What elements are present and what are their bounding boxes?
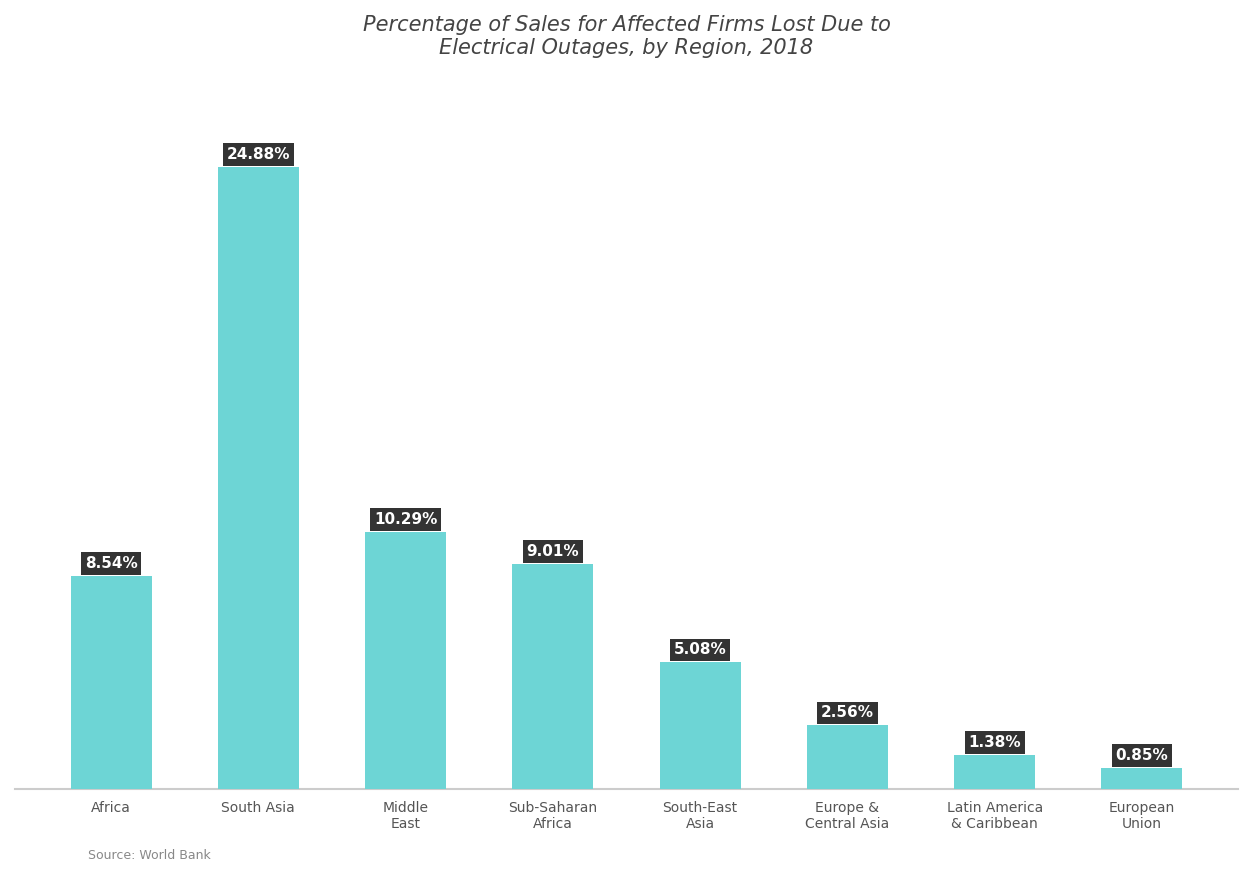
Title: Percentage of Sales for Affected Firms Lost Due to
Electrical Outages, by Region: Percentage of Sales for Affected Firms L… (362, 15, 891, 58)
Text: 10.29%: 10.29% (373, 512, 437, 527)
Bar (659, 663, 741, 789)
Text: 8.54%: 8.54% (85, 556, 138, 571)
Text: 24.88%: 24.88% (227, 147, 291, 162)
Bar (954, 755, 1035, 789)
Text: 9.01%: 9.01% (526, 544, 579, 559)
Bar (70, 576, 152, 789)
Text: Source: World Bank: Source: World Bank (88, 849, 211, 862)
Text: 1.38%: 1.38% (969, 735, 1021, 750)
Text: 5.08%: 5.08% (674, 642, 727, 657)
Bar (218, 167, 299, 789)
Text: 0.85%: 0.85% (1115, 748, 1168, 763)
Bar (807, 725, 888, 789)
Bar (512, 564, 594, 789)
Bar (1101, 768, 1183, 789)
Bar (365, 532, 446, 789)
Text: 2.56%: 2.56% (821, 706, 873, 721)
